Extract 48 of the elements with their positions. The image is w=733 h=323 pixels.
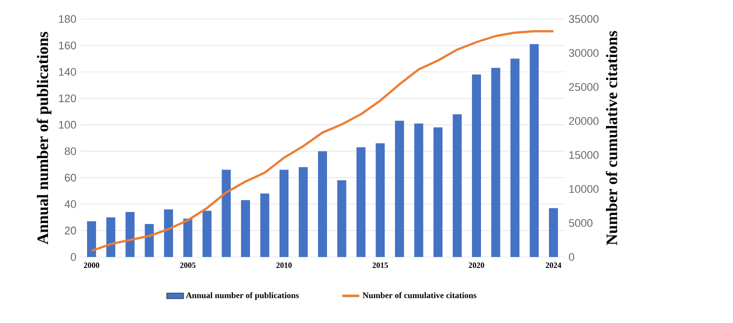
y-tick-label: 140 (59, 68, 76, 76)
y-tick-label: 40 (64, 200, 76, 208)
bar (202, 210, 212, 257)
y2-tick-label: 0 (568, 253, 574, 261)
y-tick-label: 180 (59, 15, 76, 23)
bar (433, 127, 442, 257)
line-series (90, 30, 555, 252)
y2-tick-label: 35000 (568, 15, 599, 23)
bar (510, 58, 520, 257)
bar (298, 167, 308, 257)
bar (491, 68, 500, 257)
legend-label: Number of cumulative citations (362, 292, 476, 298)
y2-tick-label: 15000 (569, 151, 599, 159)
bar (318, 151, 328, 257)
y-tick-label: 100 (59, 120, 76, 129)
bar (183, 218, 192, 257)
bar (87, 221, 96, 257)
y-tick-label: 160 (59, 42, 76, 50)
bar (241, 200, 250, 257)
bar (260, 194, 270, 257)
y2-tick-label: 20000 (569, 117, 599, 125)
bar (280, 170, 289, 257)
bar (106, 217, 116, 257)
bar (414, 123, 424, 257)
bar (548, 208, 558, 257)
legend-label: Annual number of publications (186, 292, 299, 300)
y-tick-label: 0 (70, 253, 76, 261)
y2-tick-label: 30000 (568, 49, 599, 57)
bar (376, 143, 385, 257)
bar (452, 114, 462, 257)
bar (222, 170, 231, 257)
bar (164, 209, 174, 257)
y-tick-label: 80 (64, 147, 76, 156)
y2-tick-label: 10000 (569, 185, 599, 193)
y-tick-label: 20 (64, 226, 76, 234)
bar (144, 224, 154, 257)
bar (472, 74, 481, 257)
bar (126, 212, 135, 257)
bar (394, 120, 404, 257)
bar (337, 180, 346, 257)
y2-axis-title: Number of cumulative citations (606, 31, 618, 246)
y2-tick-label: 25000 (569, 83, 599, 91)
bar (356, 147, 366, 257)
bar (530, 44, 539, 257)
y-tick-label: 60 (64, 174, 76, 182)
y-tick-label: 120 (59, 94, 76, 102)
y2-tick-label: 5000 (568, 219, 592, 227)
y-axis-title: Annual number of publications (36, 32, 52, 244)
